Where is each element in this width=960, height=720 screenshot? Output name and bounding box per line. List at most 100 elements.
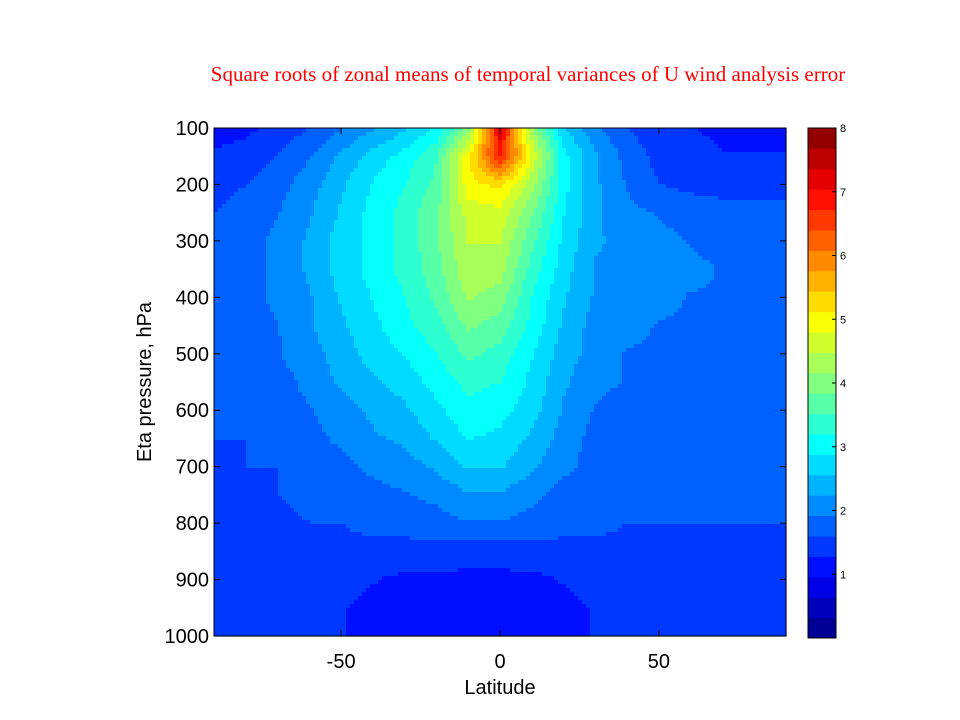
heatmap-cell xyxy=(546,220,551,225)
heatmap-cell xyxy=(262,196,267,201)
heatmap-cell xyxy=(690,156,695,161)
heatmap-cell xyxy=(578,156,583,161)
heatmap-cell xyxy=(778,220,783,225)
heatmap-cell xyxy=(754,160,759,165)
heatmap-cell xyxy=(758,136,763,141)
heatmap-cell xyxy=(578,172,583,177)
heatmap-cell xyxy=(362,224,367,229)
heatmap-cell xyxy=(482,144,487,149)
heatmap-cell xyxy=(322,160,327,165)
heatmap-cell xyxy=(778,208,783,213)
heatmap-cell xyxy=(322,256,327,261)
heatmap-cell xyxy=(474,212,479,217)
heatmap-cell xyxy=(274,200,279,205)
heatmap-cell xyxy=(302,152,307,157)
heatmap-cell xyxy=(406,252,411,257)
heatmap-cell xyxy=(706,204,711,209)
heatmap-cell xyxy=(358,176,363,181)
heatmap-cell xyxy=(694,132,699,137)
heatmap-cell xyxy=(770,184,775,189)
heatmap-cell xyxy=(474,168,479,173)
heatmap-cell xyxy=(554,176,559,181)
heatmap-cell xyxy=(362,188,367,193)
heatmap-cell xyxy=(726,264,731,269)
heatmap-cell xyxy=(678,156,683,161)
heatmap-cell xyxy=(622,212,627,217)
heatmap-cell xyxy=(406,192,411,197)
heatmap-cell xyxy=(782,184,787,189)
heatmap-cell xyxy=(362,200,367,205)
heatmap-cell xyxy=(558,244,563,249)
heatmap-cell xyxy=(546,140,551,145)
heatmap-cell xyxy=(274,236,279,241)
heatmap-cell xyxy=(734,224,739,229)
heatmap-cell xyxy=(654,152,659,157)
heatmap-cell xyxy=(562,244,567,249)
heatmap-cell xyxy=(470,172,475,177)
heatmap-cell xyxy=(746,232,751,237)
heatmap-cell xyxy=(370,132,375,137)
heatmap-cell xyxy=(650,168,655,173)
heatmap-cell xyxy=(382,236,387,241)
heatmap-cell xyxy=(418,232,423,237)
heatmap-cell xyxy=(634,224,639,229)
heatmap-cell xyxy=(630,252,635,257)
heatmap-cell xyxy=(722,148,727,153)
heatmap-cell xyxy=(398,228,403,233)
heatmap-cell xyxy=(570,204,575,209)
heatmap-cell xyxy=(434,212,439,217)
heatmap-cell xyxy=(682,148,687,153)
heatmap-cell xyxy=(498,148,503,153)
heatmap-cell xyxy=(686,224,691,229)
heatmap-cell xyxy=(274,252,279,257)
heatmap-cell xyxy=(774,168,779,173)
heatmap-cell xyxy=(710,156,715,161)
heatmap-cell xyxy=(346,132,351,137)
heatmap-cell xyxy=(754,188,759,193)
heatmap-cell xyxy=(346,196,351,201)
heatmap-cell xyxy=(638,156,643,161)
heatmap-cell xyxy=(670,256,675,261)
heatmap-cell xyxy=(278,200,283,205)
heatmap-cell xyxy=(354,188,359,193)
heatmap-cell xyxy=(502,192,507,197)
heatmap-cell xyxy=(310,204,315,209)
heatmap-cell xyxy=(238,168,243,173)
heatmap-cell xyxy=(762,256,767,261)
heatmap-cell xyxy=(522,220,527,225)
heatmap-cell xyxy=(302,144,307,149)
heatmap-cell xyxy=(694,216,699,221)
heatmap-cell xyxy=(526,196,531,201)
heatmap-cell xyxy=(594,164,599,169)
heatmap-cell xyxy=(498,240,503,245)
heatmap-cell xyxy=(410,252,415,257)
heatmap-cell xyxy=(642,224,647,229)
heatmap-cell xyxy=(290,176,295,181)
heatmap-cell xyxy=(498,172,503,177)
heatmap-cell xyxy=(638,204,643,209)
heatmap-cell xyxy=(386,248,391,253)
heatmap-cell xyxy=(718,200,723,205)
heatmap-cell xyxy=(370,168,375,173)
heatmap-cell xyxy=(498,244,503,249)
heatmap-cell xyxy=(526,152,531,157)
heatmap-cell xyxy=(590,220,595,225)
heatmap-cell xyxy=(398,168,403,173)
heatmap-cell xyxy=(722,256,727,261)
heatmap-cell xyxy=(554,240,559,245)
heatmap-cell xyxy=(590,128,595,133)
heatmap-cell xyxy=(334,216,339,221)
heatmap-cell xyxy=(230,208,235,213)
heatmap-cell xyxy=(558,160,563,165)
heatmap-cell xyxy=(582,176,587,181)
heatmap-cell xyxy=(590,204,595,209)
heatmap-cell xyxy=(570,248,575,253)
heatmap-cell xyxy=(294,264,299,269)
heatmap-cell xyxy=(662,228,667,233)
heatmap-cell xyxy=(226,212,231,217)
heatmap-cell xyxy=(582,148,587,153)
heatmap-cell xyxy=(590,184,595,189)
heatmap-cell xyxy=(546,128,551,133)
heatmap-cell xyxy=(342,164,347,169)
heatmap-cell xyxy=(410,184,415,189)
